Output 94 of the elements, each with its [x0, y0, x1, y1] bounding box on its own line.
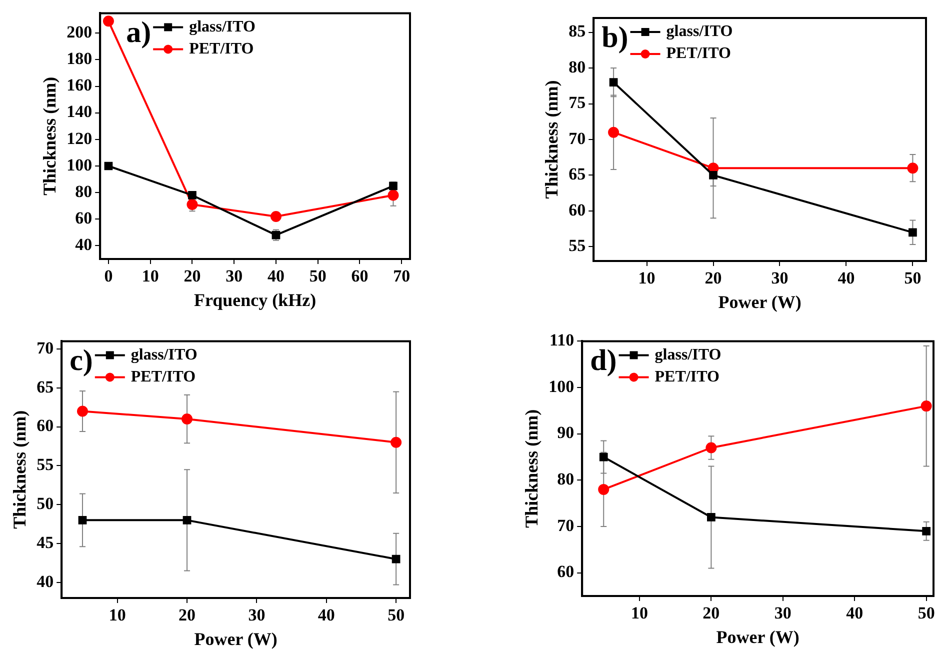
y-tick-label: 75: [568, 93, 586, 112]
y-tick-label: 45: [36, 532, 54, 552]
x-tick-label: 10: [638, 268, 656, 288]
legend-label: PET/ITO: [189, 40, 254, 58]
x-tick-label: 70: [393, 266, 410, 286]
y-tick-label: 180: [66, 49, 92, 68]
y-tick-label: 40: [75, 235, 92, 254]
x-tick-label: 40: [267, 266, 284, 286]
legend-label: glass/ITO: [654, 346, 722, 364]
y-tick-label: 70: [568, 128, 586, 148]
x-tick-label: 0: [104, 266, 113, 286]
legend-label: glass/ITO: [189, 18, 256, 36]
point: [77, 406, 88, 417]
annotation: a): [126, 16, 152, 49]
x-axis-title: Frquency (kHz): [194, 290, 316, 310]
point: [392, 554, 400, 564]
y-tick-label: 60: [75, 208, 92, 228]
y-axis-title: Thickness (nm): [521, 409, 542, 528]
point: [609, 78, 618, 87]
x-tick-label: 10: [630, 604, 648, 623]
legend-label: glass/ITO: [666, 23, 733, 40]
x-tick-label: 20: [178, 606, 196, 625]
y-tick-label: 60: [557, 562, 574, 582]
x-tick-label: 30: [774, 604, 792, 623]
y-tick-label: 80: [557, 470, 574, 489]
x-tick-label: 50: [904, 268, 922, 288]
point: [599, 452, 608, 462]
legend-label: PET/ITO: [654, 368, 720, 386]
y-tick-label: 65: [36, 377, 54, 396]
point: [78, 516, 87, 524]
y-tick-label: 70: [557, 516, 574, 535]
x-tick-label: 30: [226, 266, 243, 286]
y-tick-label: 160: [66, 76, 92, 95]
y-axis-title: Thickness (nm): [39, 76, 60, 196]
point: [388, 190, 399, 201]
y-tick-label: 55: [568, 236, 586, 256]
annotation: b): [602, 20, 628, 54]
x-tick-label: 10: [108, 606, 126, 625]
y-tick-label: 55: [36, 455, 54, 474]
y-tick-label: 120: [66, 128, 92, 148]
x-tick-label: 10: [142, 266, 159, 286]
point: [102, 16, 114, 27]
x-tick-label: 40: [846, 604, 864, 623]
x-axis-title: Power (W): [716, 626, 800, 647]
annotation: d): [590, 344, 617, 377]
y-axis-title: Thickness (nm): [541, 80, 562, 199]
point: [182, 516, 192, 524]
x-tick-label: 30: [248, 606, 266, 625]
x-tick-label: 20: [702, 604, 720, 623]
x-tick-label: 20: [184, 266, 201, 286]
x-tick-label: 60: [351, 266, 368, 286]
point: [188, 191, 196, 200]
point: [390, 436, 402, 448]
y-tick-label: 110: [550, 330, 574, 350]
y-tick-label: 85: [568, 22, 586, 41]
legend-label: PET/ITO: [130, 368, 196, 386]
y-tick-label: 70: [36, 338, 54, 358]
point: [922, 526, 931, 536]
x-tick-label: 20: [704, 268, 722, 288]
y-axis-title: Thickness (nm): [9, 410, 30, 529]
annotation: c): [70, 344, 93, 377]
point: [908, 228, 917, 237]
point: [706, 442, 717, 454]
y-tick-label: 50: [36, 494, 54, 514]
y-tick-label: 80: [568, 57, 586, 76]
y-tick-label: 140: [66, 102, 92, 122]
x-axis-title: Power (W): [194, 628, 278, 649]
point: [598, 484, 610, 495]
point: [182, 414, 193, 425]
y-tick-label: 200: [66, 22, 92, 42]
x-tick-label: 50: [918, 604, 935, 623]
y-tick-label: 65: [568, 164, 586, 184]
y-tick-label: 60: [36, 416, 54, 436]
legend-label: glass/ITO: [130, 346, 198, 364]
x-tick-label: 30: [771, 268, 788, 288]
x-tick-label: 40: [318, 606, 335, 625]
point: [920, 400, 932, 412]
y-tick-label: 40: [36, 572, 54, 591]
point: [709, 171, 718, 180]
legend-label: PET/ITO: [666, 45, 731, 62]
point: [907, 162, 918, 174]
point: [608, 126, 620, 138]
y-tick-label: 100: [66, 155, 92, 174]
point: [707, 513, 716, 522]
y-tick-label: 60: [568, 200, 586, 220]
x-tick-label: 50: [309, 266, 326, 286]
point: [270, 210, 282, 222]
y-tick-label: 100: [548, 376, 574, 396]
y-tick-label: 80: [75, 182, 92, 201]
x-tick-label: 40: [838, 268, 855, 288]
x-tick-label: 50: [388, 606, 405, 625]
x-axis-title: Power (W): [718, 292, 802, 312]
y-tick-label: 90: [557, 423, 574, 442]
point: [104, 162, 113, 170]
